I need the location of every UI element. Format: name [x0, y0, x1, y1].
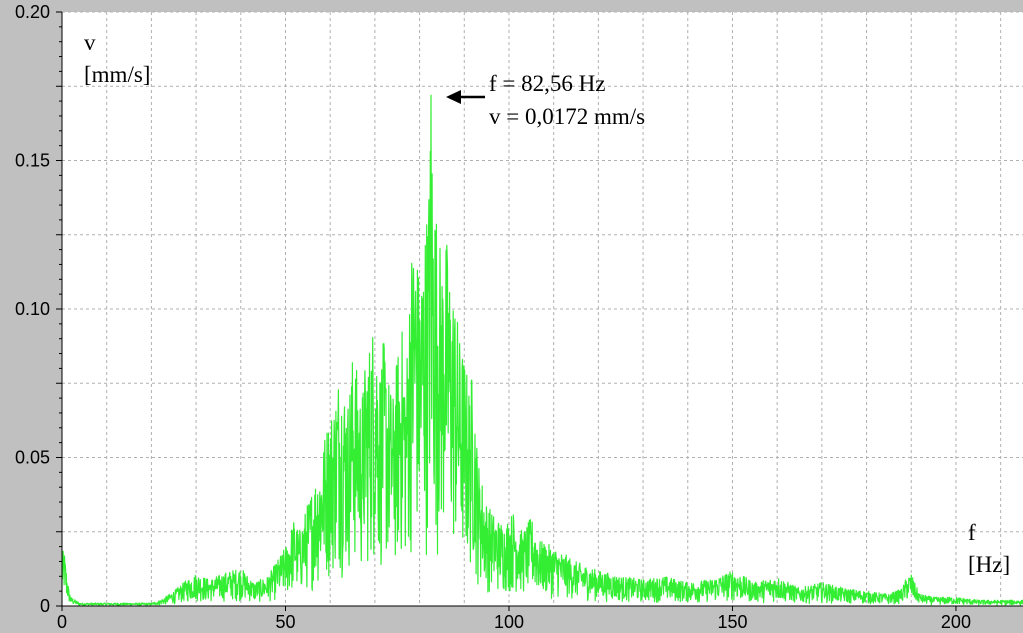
x-tick-label: 200: [941, 612, 971, 632]
annotation-velocity: v = 0,0172 mm/s: [489, 104, 645, 129]
x-tick-labels: 0 50 100 150 200: [57, 606, 971, 632]
y-tick-label: 0: [40, 596, 50, 616]
annotation-frequency: f = 82,56 Hz: [489, 71, 605, 96]
y-tick-label: 0.20: [15, 2, 50, 22]
y-axis-unit: [mm/s]: [84, 62, 150, 87]
x-tick-label: 150: [717, 612, 747, 632]
grid: [62, 11, 1023, 606]
x-tick-label: 0: [57, 612, 67, 632]
x-tick-label: 100: [494, 612, 524, 632]
x-tick-label: 50: [275, 612, 295, 632]
series-line: [61, 94, 1023, 607]
y-tick-label: 0.15: [15, 151, 50, 171]
y-axis-label: v: [84, 30, 96, 55]
x-axis-label: f: [968, 520, 976, 545]
annotation-arrow-head: [446, 90, 461, 104]
y-tick-label: 0.10: [15, 299, 50, 319]
y-tick-label: 0.05: [15, 448, 50, 468]
y-tick-labels: 0 0.05 0.10 0.15 0.20: [15, 2, 50, 616]
x-axis-unit: [Hz]: [968, 552, 1010, 577]
peak-annotation: f = 82,56 Hz v = 0,0172 mm/s: [446, 71, 645, 129]
